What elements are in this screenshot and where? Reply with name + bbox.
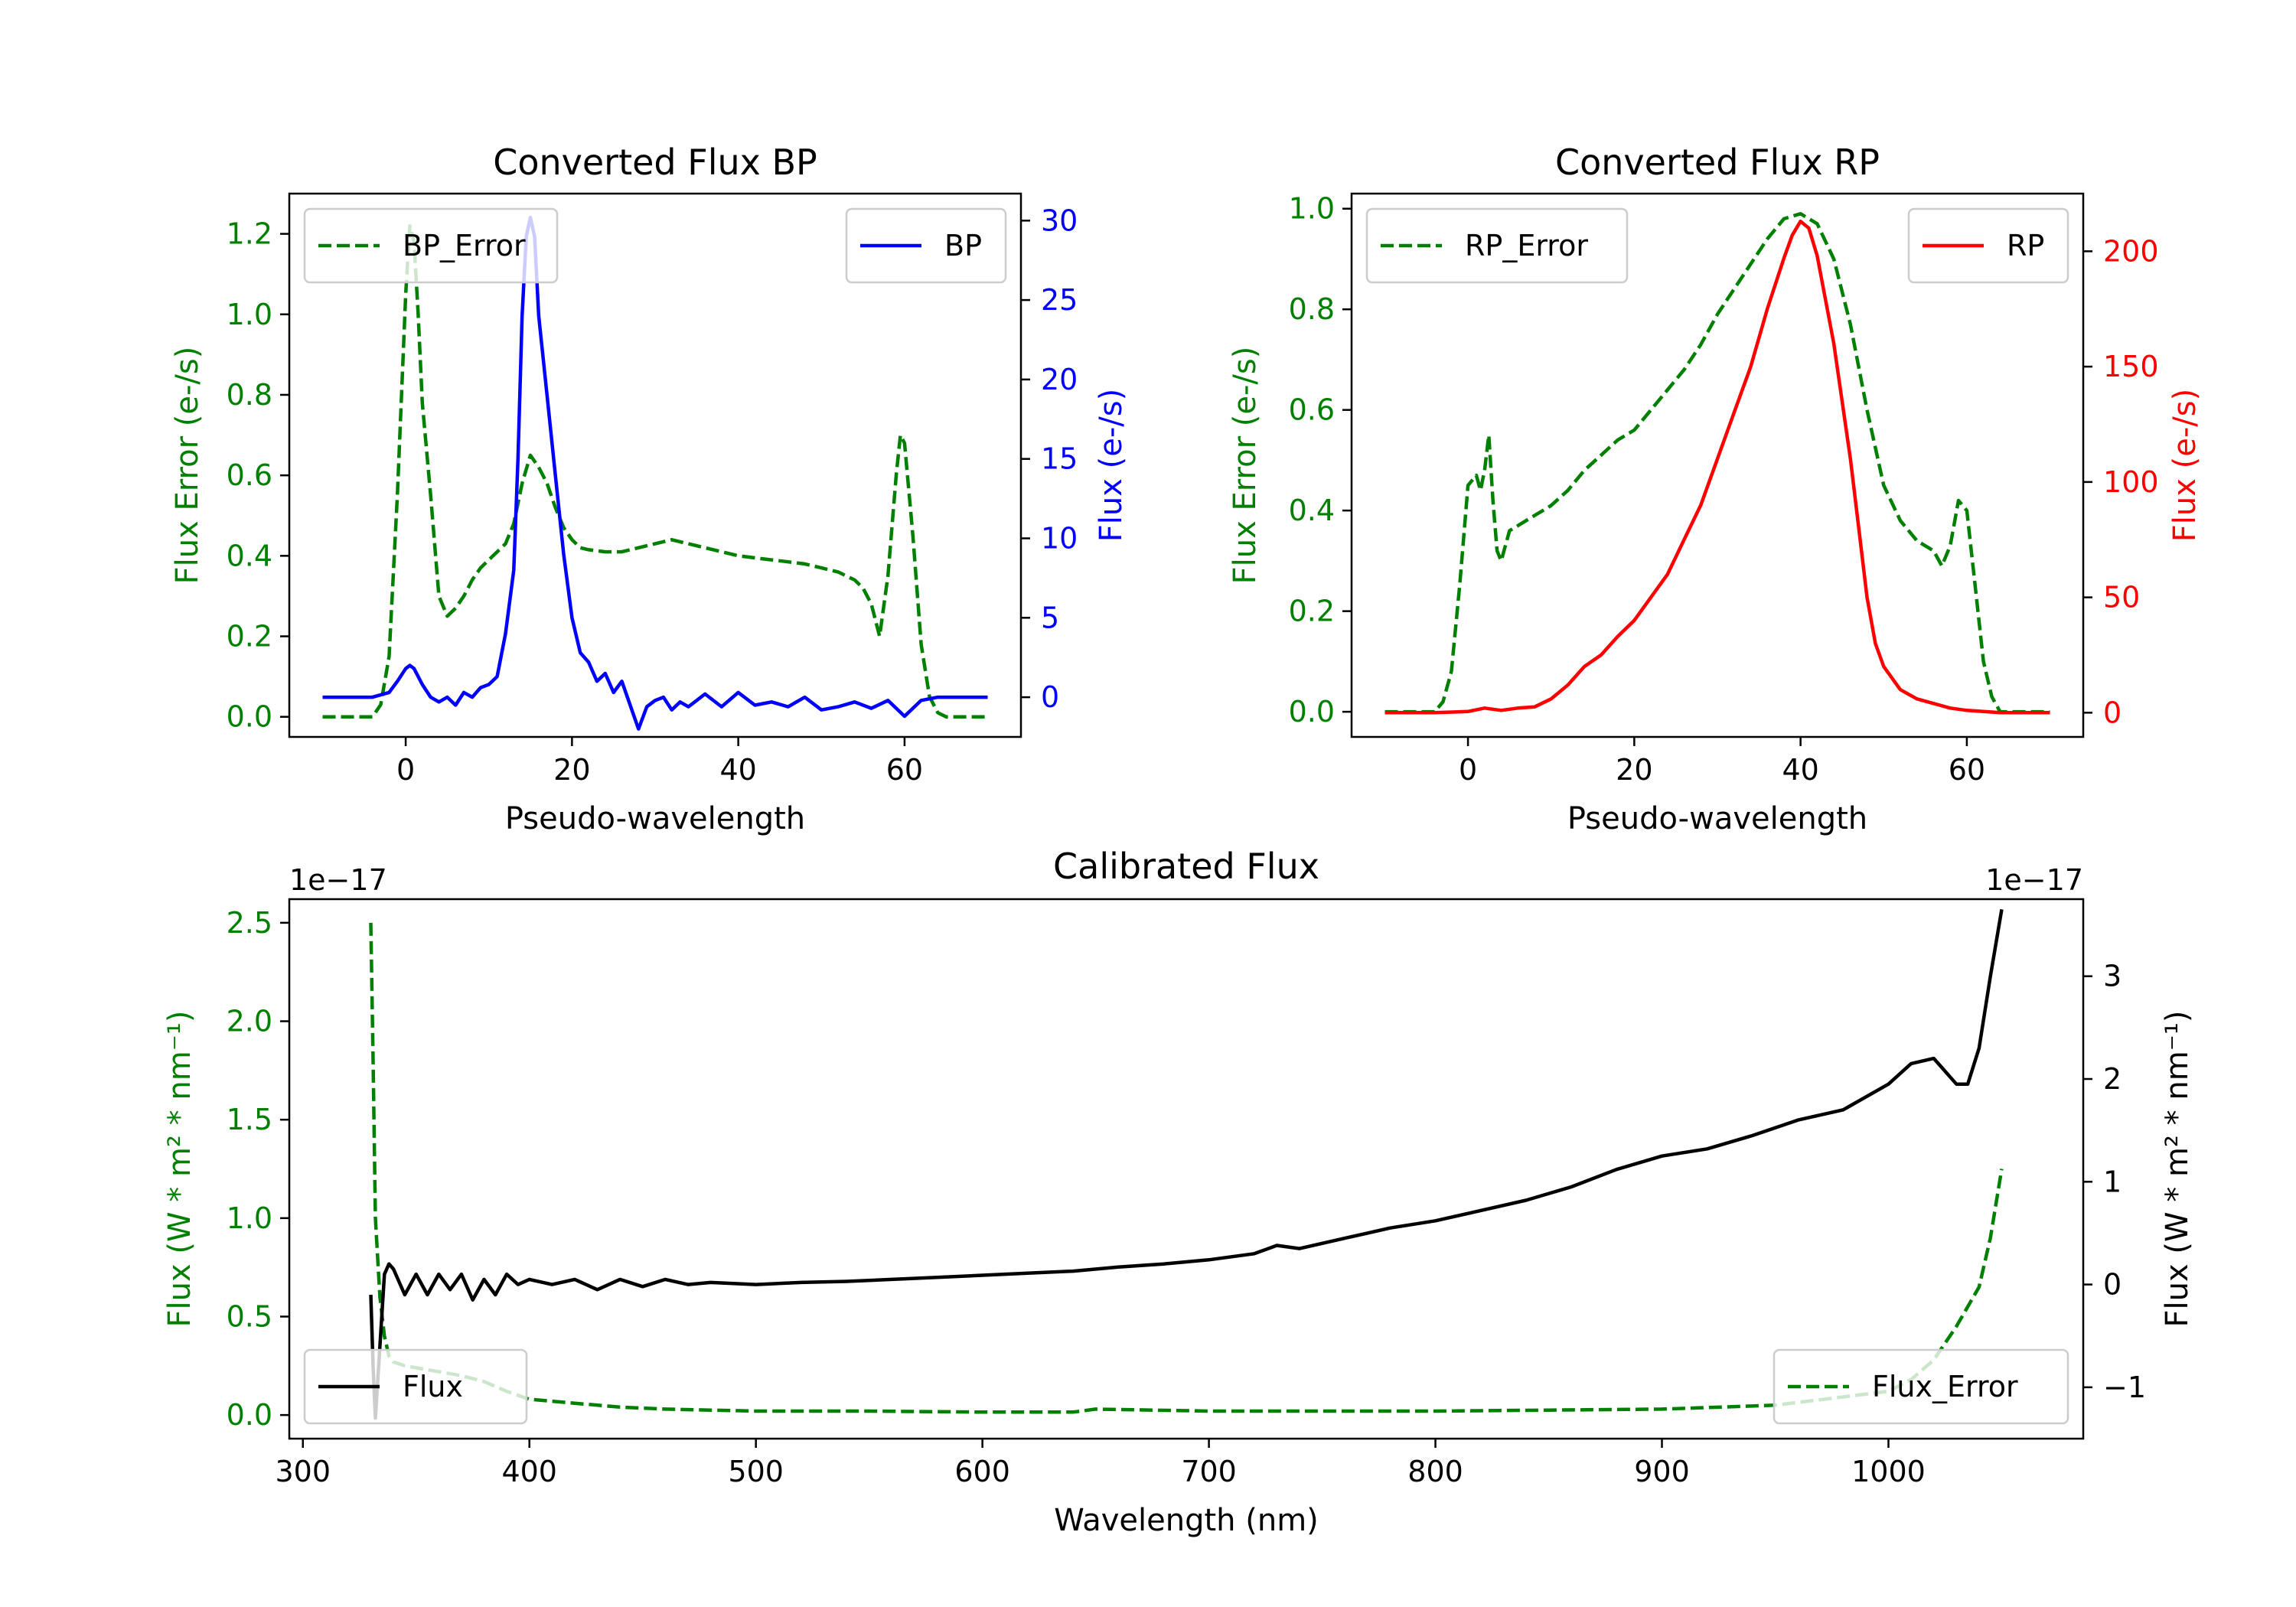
legend-label: RP_Error	[1465, 229, 1588, 262]
series-line-flux-error	[369, 922, 2004, 1414]
legend-right: RP	[1907, 207, 2069, 284]
legend-left: Flux	[303, 1348, 528, 1425]
y-right-tick-label: 0	[1041, 680, 1059, 714]
legend-box	[1365, 207, 1629, 284]
x-tick-label: 0	[396, 753, 415, 787]
x-axis-label: Pseudo-wavelength	[505, 801, 805, 836]
y-left-axis-label: Flux Error (e-/s)	[1228, 347, 1263, 585]
legend-label: Flux	[403, 1370, 463, 1403]
y-right-tick-label: 20	[1041, 363, 1078, 396]
x-axis-label: Wavelength (nm)	[1054, 1503, 1319, 1538]
x-axis-label: Pseudo-wavelength	[1567, 801, 1867, 836]
plot-frame	[288, 898, 2085, 1440]
y-right-tick-label: 3	[2103, 960, 2122, 993]
x-tick-label: 40	[1782, 753, 1818, 787]
x-tick-label: 60	[886, 753, 923, 787]
y-right-offset-text: 1e−17	[1985, 863, 2083, 897]
y-left-tick-label: 0.6	[1289, 393, 1335, 427]
y-left-tick-label: 0.0	[1289, 695, 1335, 729]
y-right-tick-label: 150	[2103, 350, 2159, 383]
y-right-tick-label: 50	[2103, 581, 2140, 614]
y-left-tick-label: 0.4	[1289, 494, 1335, 527]
chart-title: Calibrated Flux	[1053, 846, 1319, 887]
legend-box	[1907, 207, 2069, 284]
x-tick-label: 900	[1634, 1455, 1690, 1488]
y-right-tick-label: 10	[1041, 521, 1078, 555]
y-left-tick-label: 0.5	[227, 1299, 272, 1333]
x-tick-label: 400	[501, 1455, 557, 1488]
y-left-axis-label: Flux (W * m² * nm⁻¹)	[162, 1011, 197, 1328]
y-left-tick-label: 0.8	[1289, 292, 1335, 326]
x-tick-label: 1000	[1851, 1455, 1926, 1488]
series-line-rp	[1384, 219, 2050, 715]
y-left-axis-label: Flux Error (e-/s)	[170, 347, 205, 585]
y-left-tick-label: 2.5	[227, 906, 272, 940]
chart-cal: Calibrated Flux 300 400 500 600 700 800 900 1000…	[162, 846, 2195, 1538]
x-tick-label: 60	[1949, 753, 1985, 787]
legend-label: RP	[2007, 229, 2044, 262]
x-tick-label: 20	[1616, 753, 1652, 787]
series-line-flux	[369, 909, 2004, 1420]
y-left-tick-label: 0.2	[227, 620, 272, 654]
x-tick-label: 500	[728, 1455, 784, 1488]
legend-label: Flux_Error	[1872, 1370, 2018, 1403]
chart-title: Converted Flux RP	[1555, 142, 1880, 183]
y-right-tick-label: 100	[2103, 465, 2159, 499]
legend-label: BP_Error	[403, 229, 526, 262]
y-left-tick-label: 1.0	[227, 298, 272, 331]
legend-label: BP	[944, 229, 982, 262]
x-tick-label: 800	[1407, 1455, 1463, 1488]
y-right-tick-label: 15	[1041, 442, 1078, 476]
legend-right: Flux_Error	[1773, 1348, 2069, 1425]
legend-box	[303, 207, 559, 284]
chart-title: Converted Flux BP	[493, 142, 817, 183]
y-left-tick-label: 1.2	[227, 217, 272, 251]
y-right-axis-label: Flux (e-/s)	[1094, 389, 1129, 542]
legend-left: RP_Error	[1365, 207, 1629, 284]
y-right-tick-label: 200	[2103, 234, 2159, 268]
y-left-tick-label: 1.0	[1289, 192, 1335, 226]
legend-box	[845, 207, 1007, 284]
y-left-tick-label: 0.0	[227, 700, 272, 734]
y-left-tick-label: 0.8	[227, 378, 272, 412]
plot-frame	[288, 192, 1022, 738]
legend-box	[303, 1348, 528, 1425]
y-right-axis-label: Flux (e-/s)	[2167, 389, 2203, 542]
y-left-tick-label: 1.5	[227, 1103, 272, 1136]
series-line-bp	[322, 215, 988, 731]
chart-rp: Converted Flux RP 0 20 40 60 Pseudo-wavelengt…	[1228, 142, 2203, 836]
plot-frame	[1350, 192, 2085, 738]
y-right-axis-label: Flux (W * m² * nm⁻¹)	[2160, 1011, 2195, 1328]
series-line-bp-error	[322, 223, 988, 719]
y-right-tick-label: −1	[2103, 1371, 2146, 1404]
legend-right: BP	[845, 207, 1007, 284]
legend-left: BP_Error	[303, 207, 559, 284]
y-left-tick-label: 0.4	[227, 539, 272, 572]
x-tick-label: 700	[1181, 1455, 1237, 1488]
y-right-tick-label: 25	[1041, 283, 1078, 317]
y-left-tick-label: 1.0	[227, 1201, 272, 1235]
y-right-tick-label: 0	[2103, 696, 2122, 729]
y-right-tick-label: 1	[2103, 1165, 2122, 1198]
x-tick-label: 40	[719, 753, 756, 787]
x-tick-label: 20	[553, 753, 590, 787]
legend-box	[1773, 1348, 2069, 1425]
y-left-tick-label: 0.2	[1289, 595, 1335, 628]
y-left-tick-label: 0.6	[227, 458, 272, 492]
y-left-tick-label: 2.0	[227, 1005, 272, 1038]
y-right-tick-label: 30	[1041, 204, 1078, 237]
y-left-offset-text: 1e−17	[289, 863, 387, 897]
series-line-rp-error	[1384, 212, 2050, 714]
y-right-tick-label: 0	[2103, 1268, 2122, 1302]
x-tick-label: 300	[275, 1455, 331, 1488]
y-right-tick-label: 5	[1041, 601, 1059, 634]
y-left-tick-label: 0.0	[227, 1398, 272, 1432]
x-tick-label: 0	[1459, 753, 1477, 787]
x-tick-label: 600	[954, 1455, 1010, 1488]
chart-bp: Converted Flux BP 0 20 40 60 Pseudo-wavelengt…	[170, 142, 1129, 836]
y-right-tick-label: 2	[2103, 1062, 2122, 1096]
